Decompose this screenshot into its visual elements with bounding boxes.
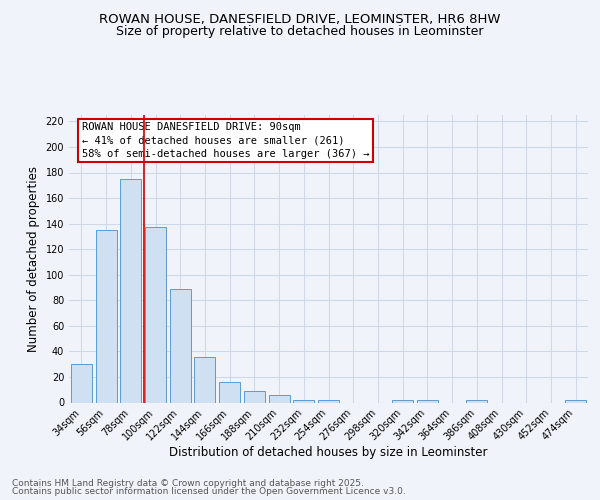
Y-axis label: Number of detached properties: Number of detached properties (27, 166, 40, 352)
Bar (219, 382, 240, 402)
Bar (170, 289, 191, 403)
Text: ROWAN HOUSE, DANESFIELD DRIVE, LEOMINSTER, HR6 8HW: ROWAN HOUSE, DANESFIELD DRIVE, LEOMINSTE… (99, 12, 501, 26)
Bar (392, 400, 413, 402)
Bar (565, 400, 586, 402)
Bar (417, 400, 438, 402)
Bar (244, 391, 265, 402)
Bar (269, 395, 290, 402)
X-axis label: Distribution of detached houses by size in Leominster: Distribution of detached houses by size … (169, 446, 488, 460)
Text: ROWAN HOUSE DANESFIELD DRIVE: 90sqm
← 41% of detached houses are smaller (261)
5: ROWAN HOUSE DANESFIELD DRIVE: 90sqm ← 41… (82, 122, 370, 158)
Bar (95, 230, 116, 402)
Bar (293, 400, 314, 402)
Bar (120, 179, 141, 402)
Bar (194, 356, 215, 403)
Bar (145, 228, 166, 402)
Bar (318, 400, 339, 402)
Bar (466, 400, 487, 402)
Text: Contains public sector information licensed under the Open Government Licence v3: Contains public sector information licen… (12, 487, 406, 496)
Text: Contains HM Land Registry data © Crown copyright and database right 2025.: Contains HM Land Registry data © Crown c… (12, 478, 364, 488)
Bar (71, 364, 92, 403)
Text: Size of property relative to detached houses in Leominster: Size of property relative to detached ho… (116, 25, 484, 38)
